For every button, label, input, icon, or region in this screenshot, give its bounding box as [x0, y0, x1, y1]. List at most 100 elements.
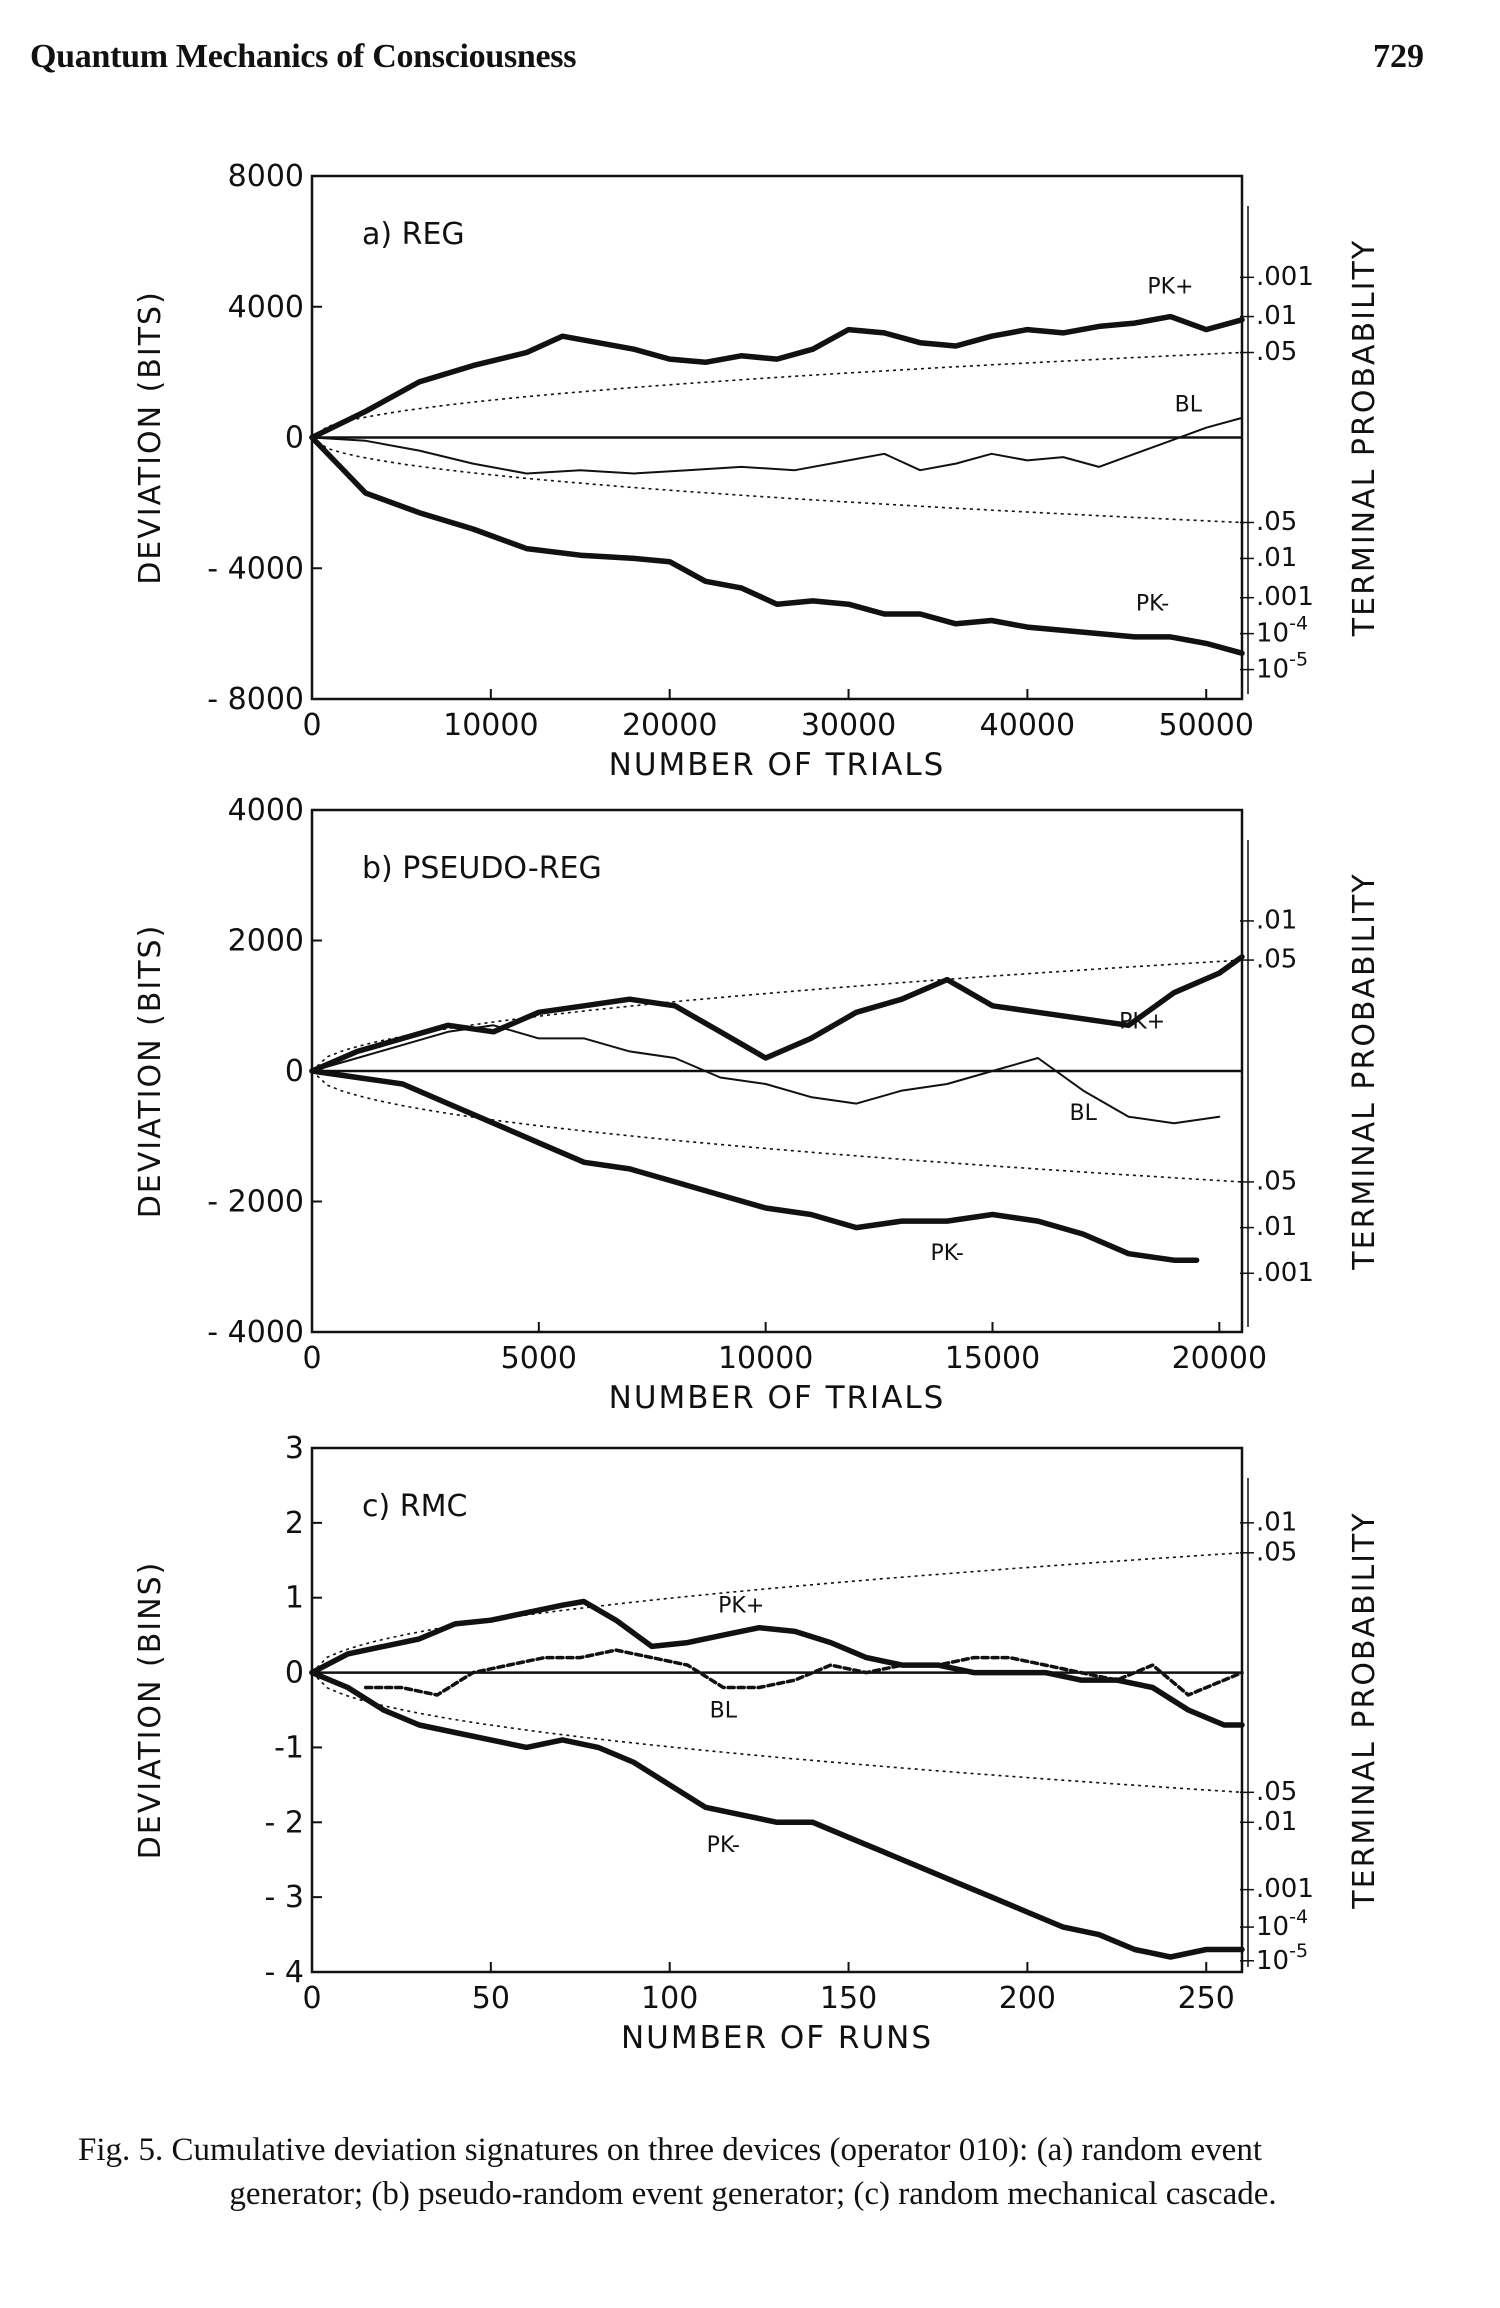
probability-label: .05 [1256, 1166, 1297, 1196]
probability-label: .01 [1256, 905, 1297, 935]
plot-frame [310, 1446, 1244, 1974]
right-axis-title: TERMINAL PROBABILITY [1347, 239, 1382, 637]
right-axis-title: TERMINAL PROBABILITY [1347, 872, 1382, 1270]
probability-label: .05 [1256, 1777, 1297, 1807]
y-tick-label: 8000 [228, 159, 304, 194]
x-tick-label: 20000 [622, 708, 717, 743]
panel-label: a) REG [362, 217, 465, 252]
x-tick-label: 10000 [718, 1341, 813, 1376]
y-tick-label: 3 [285, 1431, 304, 1466]
series-label: BL [1175, 392, 1203, 417]
x-tick-label: 30000 [801, 708, 896, 743]
x-tick-label: 250 [1178, 1981, 1235, 2016]
right-axis-title: TERMINAL PROBABILITY [1347, 1511, 1382, 1909]
x-tick-label: 0 [302, 1981, 321, 2016]
y-tick-label: 1 [285, 1581, 304, 1616]
probability-label: 10-4 [1256, 612, 1308, 648]
series-bl [311, 416, 1243, 475]
y-axis-title: DEVIATION (BITS) [133, 924, 168, 1219]
y-axis-title: DEVIATION (BITS) [133, 290, 168, 585]
series-pk-minus [309, 1068, 1200, 1263]
probability-label: .05 [1256, 945, 1297, 975]
series-pk-minus [309, 434, 1245, 656]
y-tick-label: - 3 [265, 1880, 304, 1915]
x-tick-label: 0 [302, 708, 321, 743]
probability-label: .05 [1256, 507, 1297, 537]
page-number: 729 [1373, 38, 1424, 75]
series-pk-minus [309, 1669, 1245, 1960]
envelope-upper [311, 1552, 1243, 1674]
x-axis-title: NUMBER OF TRIALS [609, 747, 946, 783]
x-tick-label: 20000 [1172, 1341, 1267, 1376]
probability-label: .01 [1256, 1807, 1297, 1837]
x-axis-title: NUMBER OF RUNS [621, 2020, 933, 2056]
y-tick-label: - 8000 [207, 682, 304, 717]
series-bl [311, 1024, 1221, 1125]
caption-line-2: generator; (b) pseudo-random event gener… [229, 2176, 1277, 2212]
y-tick-label: 2 [285, 1506, 304, 1541]
probability-label: .001 [1256, 1874, 1314, 1904]
probability-label: 10-5 [1256, 1939, 1308, 1975]
probability-label: 10-4 [1256, 1906, 1308, 1942]
series-label: BL [1070, 1101, 1098, 1126]
series-pk-plus [309, 313, 1245, 441]
envelope-lower [311, 1672, 1243, 1794]
x-tick-label: 50000 [1159, 708, 1254, 743]
envelope-upper [311, 959, 1243, 1072]
probability-label: .05 [1256, 1537, 1297, 1567]
envelope-upper [311, 351, 1243, 439]
page-header: Quantum Mechanics of Consciousness 729 [0, 0, 1500, 110]
series-label: PK+ [1147, 275, 1193, 300]
series-bl [363, 1648, 1244, 1697]
y-axis-title: DEVIATION (BINS) [133, 1561, 168, 1860]
x-tick-label: 5000 [501, 1341, 577, 1376]
panel-label: b) PSEUDO-REG [362, 851, 602, 886]
envelope-lower [311, 436, 1243, 524]
probability-label: .01 [1256, 1212, 1297, 1242]
y-tick-label: - 2000 [207, 1185, 304, 1220]
y-tick-label: - 2 [265, 1805, 304, 1840]
probability-label: .01 [1256, 543, 1297, 573]
probability-label: .05 [1256, 337, 1297, 367]
caption-line-1: Fig. 5. Cumulative deviation signatures … [78, 2132, 1262, 2168]
probability-label: 10-5 [1256, 648, 1308, 684]
y-tick-label: -1 [274, 1730, 304, 1765]
series-label: PK- [930, 1241, 963, 1266]
series-label: PK- [707, 1833, 740, 1858]
x-tick-label: 200 [999, 1981, 1056, 2016]
x-tick-label: 40000 [980, 708, 1075, 743]
probability-label: .01 [1256, 1507, 1297, 1537]
y-tick-label: 2000 [228, 924, 304, 959]
envelope-lower [311, 1070, 1243, 1183]
y-tick-label: 0 [285, 1656, 304, 1691]
figure-caption: Fig. 5. Cumulative deviation signatures … [78, 2128, 1428, 2216]
y-tick-label: - 4000 [207, 1315, 304, 1350]
series-label: PK+ [718, 1594, 764, 1619]
y-tick-label: 0 [285, 421, 304, 456]
x-axis-title: NUMBER OF TRIALS [609, 1380, 946, 1416]
probability-label: .001 [1256, 1258, 1314, 1288]
x-tick-label: 10000 [443, 708, 538, 743]
x-tick-label: 150 [820, 1981, 877, 2016]
y-tick-label: 4000 [228, 290, 304, 325]
series-label: PK- [1136, 592, 1169, 617]
x-tick-label: 15000 [945, 1341, 1040, 1376]
panel-label: c) RMC [362, 1489, 467, 1524]
x-tick-label: 100 [641, 1981, 698, 2016]
probability-label: .001 [1256, 262, 1314, 292]
y-tick-label: - 4000 [207, 551, 304, 586]
y-tick-label: - 4 [265, 1955, 304, 1990]
series-pk-plus [309, 1598, 1245, 1728]
x-tick-label: 0 [302, 1341, 321, 1376]
y-tick-label: 4000 [228, 793, 304, 828]
series-pk-plus [309, 954, 1245, 1074]
x-tick-label: 50 [472, 1981, 510, 2016]
y-tick-label: 0 [285, 1054, 304, 1089]
series-label: BL [710, 1698, 738, 1723]
series-label: PK+ [1119, 1010, 1165, 1035]
probability-label: .001 [1256, 582, 1314, 612]
